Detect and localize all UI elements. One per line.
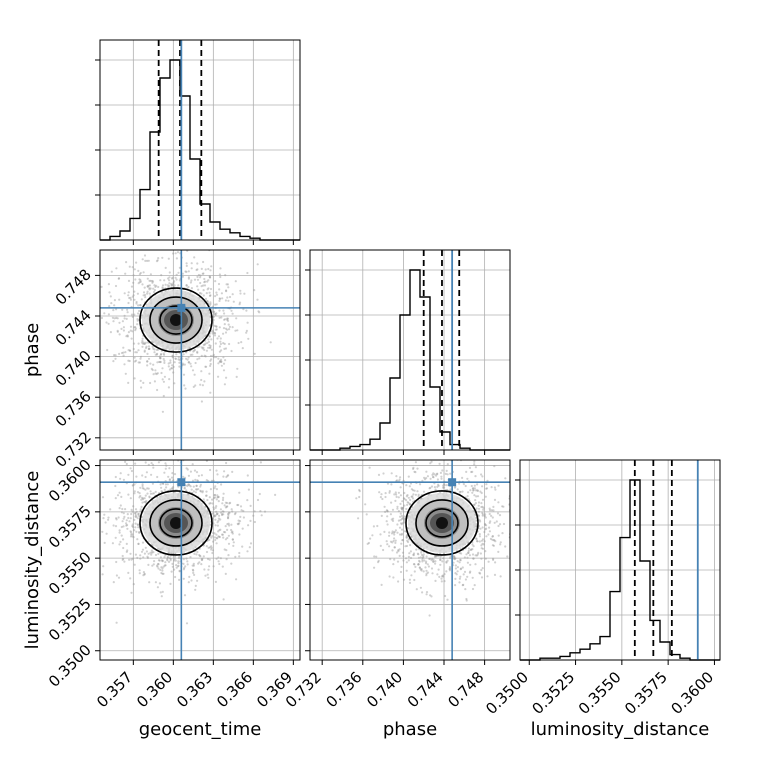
x-tick-label: 0.357 bbox=[93, 668, 136, 711]
density-level-4 bbox=[170, 314, 182, 327]
contour-2 bbox=[159, 305, 193, 335]
panel-2d-geocent_time-luminosity_distance: 0.3570.3600.3630.3660.3690.35000.35250.3… bbox=[45, 456, 301, 711]
contour-1 bbox=[149, 296, 203, 344]
panel-hist-phase bbox=[305, 249, 511, 455]
x-tick-label: 0.3500 bbox=[482, 668, 532, 718]
truth-marker bbox=[448, 478, 457, 487]
contour-1 bbox=[149, 499, 203, 547]
x-tick-label: 0.744 bbox=[404, 668, 447, 711]
contour-0 bbox=[139, 490, 213, 556]
y-tick-label: 0.740 bbox=[52, 347, 95, 390]
density-level-4 bbox=[435, 516, 448, 529]
y-tick-label: 0.3525 bbox=[45, 595, 95, 645]
y-tick-label: 0.736 bbox=[52, 387, 95, 430]
x-tick-label: 0.360 bbox=[133, 668, 176, 711]
histogram-step bbox=[520, 479, 720, 661]
y-tick-label: 0.744 bbox=[52, 306, 95, 349]
x-tick-label: 0.3600 bbox=[667, 668, 717, 718]
y-tick-label: 0.3575 bbox=[45, 502, 95, 552]
panel-hist-geocent_time bbox=[95, 39, 301, 245]
contour-2 bbox=[159, 508, 193, 538]
x-tick-label: 0.366 bbox=[213, 668, 256, 711]
axes-frame bbox=[99, 249, 301, 451]
x-axis-label-geocent_time: geocent_time bbox=[139, 719, 262, 740]
histogram-step bbox=[100, 59, 300, 241]
histogram-step bbox=[310, 269, 510, 451]
y-tick-label: 0.748 bbox=[52, 265, 95, 308]
axes-frame bbox=[99, 39, 301, 241]
contour-0 bbox=[139, 287, 213, 353]
axes-frame bbox=[309, 249, 511, 451]
axes-frame bbox=[99, 459, 301, 661]
x-tick-label: 0.3550 bbox=[575, 668, 625, 718]
y-axis-label-phase: phase bbox=[22, 323, 43, 377]
x-tick-label: 0.740 bbox=[363, 668, 406, 711]
x-tick-label: 0.748 bbox=[444, 668, 487, 711]
x-tick-label: 0.363 bbox=[173, 668, 216, 711]
x-axis-label-luminosity_distance: luminosity_distance bbox=[531, 719, 710, 740]
contour-1 bbox=[415, 499, 469, 547]
x-tick-label: 0.736 bbox=[323, 668, 366, 711]
x-tick-label: 0.3525 bbox=[529, 668, 579, 718]
y-axis-label-luminosity_distance: luminosity_distance bbox=[22, 471, 43, 650]
x-axis-label-phase: phase bbox=[383, 719, 437, 740]
truth-marker bbox=[177, 478, 186, 487]
truth-marker bbox=[177, 303, 186, 312]
axes-frame bbox=[519, 459, 721, 661]
y-tick-label: 0.3550 bbox=[45, 548, 95, 598]
density-level-4 bbox=[170, 516, 182, 529]
axes-frame bbox=[309, 459, 511, 661]
contour-0 bbox=[405, 490, 479, 556]
contour-2 bbox=[425, 508, 459, 538]
y-tick-label: 0.3500 bbox=[45, 641, 95, 691]
x-tick-label: 0.3575 bbox=[621, 668, 671, 718]
